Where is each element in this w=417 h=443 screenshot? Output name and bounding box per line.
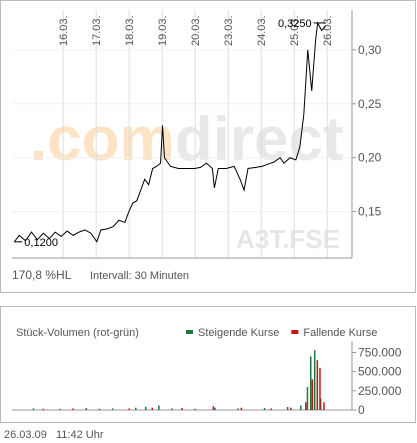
info: Intervall: 30 Minuten	[90, 270, 189, 282]
volume-bar	[313, 350, 316, 410]
volume-bar	[319, 367, 321, 410]
y-tick-label: 0,30	[358, 43, 382, 57]
volume-bar	[72, 408, 74, 410]
volume-bar	[300, 405, 302, 410]
y-tick-label: 750.000	[358, 346, 402, 360]
y-tick-label: 0	[358, 403, 365, 417]
volume-title: Stück-Volumen (rot-grün)	[16, 327, 139, 339]
y-tick-label: 0,25	[358, 97, 382, 111]
volume-bar	[323, 402, 325, 410]
volume-bar	[270, 408, 272, 410]
volume-bar	[316, 360, 319, 410]
volume-bar	[171, 408, 173, 410]
x-tick-label: 24.03.	[256, 15, 268, 46]
volume-bar	[240, 407, 243, 410]
legend-swatch	[186, 330, 193, 334]
y-tick-label: 0,20	[358, 151, 382, 165]
x-tick-label: 20.03.	[190, 15, 202, 46]
volume-bar	[311, 379, 314, 410]
volume-panel	[0, 306, 416, 423]
volume-bar	[305, 402, 307, 410]
y-tick-label: 0,15	[358, 205, 382, 219]
volume-bar	[286, 406, 289, 410]
x-tick-label: 19.03.	[157, 15, 169, 46]
watermark-part: .com	[30, 105, 175, 174]
volume-bar	[237, 408, 239, 410]
volume-bar	[309, 356, 312, 410]
volume-bar	[263, 408, 266, 410]
y-tick-label: 500.000	[358, 365, 402, 379]
watermark: .comdirect	[30, 105, 344, 174]
volume-bar	[290, 407, 292, 410]
legend-swatch	[291, 330, 299, 334]
legend-label: Steigende Kurse	[198, 327, 279, 339]
volume-bar	[214, 407, 216, 410]
symbol: A3T.FSE	[236, 224, 340, 254]
price-line	[13, 21, 326, 243]
volume-bar	[181, 408, 183, 410]
price-panel	[0, 0, 416, 293]
y-tick-label: 250.000	[358, 384, 402, 398]
x-tick-label: 26.03.	[322, 15, 334, 46]
volume-bar	[151, 407, 154, 410]
volume-bar	[98, 408, 101, 410]
volume-bar	[42, 408, 45, 410]
volume-bar	[158, 405, 160, 410]
volume-bar	[111, 408, 114, 410]
volume-bar	[32, 408, 35, 410]
volume-bar	[212, 406, 215, 410]
x-tick-label: 17.03.	[91, 15, 103, 46]
volume-bar	[194, 408, 196, 410]
annotation: 0,3250	[278, 18, 312, 30]
info: 170,8 %HL	[12, 268, 72, 282]
x-tick-label: 25.03.	[289, 15, 301, 46]
volume-bar	[144, 406, 147, 410]
volume-bar	[85, 408, 88, 410]
x-tick-label: 23.03.	[223, 15, 235, 46]
x-tick-label: 18.03.	[124, 15, 136, 46]
volume-bar	[135, 407, 137, 410]
footer: 26.03.09 11:42 Uhr	[4, 429, 104, 441]
legend-label: Fallende Kurse	[303, 327, 377, 339]
volume-bar	[59, 408, 61, 410]
watermark-part: direct	[175, 105, 344, 174]
x-tick-label: 16.03.	[58, 15, 70, 46]
volume-bar	[128, 408, 130, 410]
volume-bar	[306, 387, 309, 410]
annotation: 0,1200	[24, 237, 58, 249]
